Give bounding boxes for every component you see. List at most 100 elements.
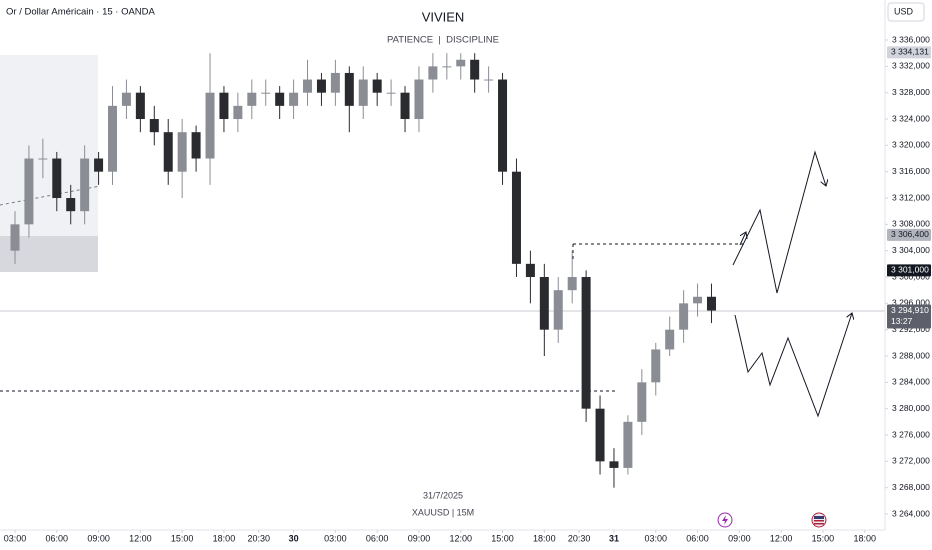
candle-body xyxy=(553,290,563,330)
event-icon xyxy=(722,515,728,525)
candle-body xyxy=(358,79,368,106)
x-tick-label: 15:00 xyxy=(171,533,194,543)
candle-body xyxy=(706,296,716,311)
x-tick-label: 20:30 xyxy=(568,533,591,543)
x-tick-label: 09:00 xyxy=(87,533,110,543)
x-tick-label: 06:00 xyxy=(686,533,709,543)
x-tick-label: 12:00 xyxy=(770,533,793,543)
candle-body xyxy=(121,92,131,106)
price-label: 3 294,910 xyxy=(891,305,929,315)
candle-body xyxy=(637,382,647,422)
candle-body xyxy=(205,92,215,159)
x-tick-label: 03:00 xyxy=(324,533,347,543)
x-tick-label: 18:00 xyxy=(853,533,876,543)
candle-body xyxy=(511,171,521,264)
currency[interactable]: USD xyxy=(894,6,914,16)
price-label-box xyxy=(887,264,931,277)
candle-body xyxy=(372,79,382,93)
price-label-box xyxy=(887,228,931,241)
x-tick-label: 15:00 xyxy=(491,533,514,543)
y-tick-label: 3 304,000 xyxy=(892,245,930,255)
candle-body xyxy=(609,461,619,468)
candle-body xyxy=(135,92,145,120)
x-tick-label: 31 xyxy=(609,533,619,543)
candle-body xyxy=(261,92,271,94)
y-tick-label: 3 324,000 xyxy=(892,113,930,123)
candle-body xyxy=(163,132,173,172)
y-tick-label: 3 280,000 xyxy=(892,403,930,413)
y-tick-label: 3 328,000 xyxy=(892,87,930,97)
x-tick-label: 18:00 xyxy=(213,533,236,543)
candle-body xyxy=(651,349,661,383)
candle-body xyxy=(247,92,257,106)
y-tick-label: 3 284,000 xyxy=(892,377,930,387)
y-tick-label: 3 264,000 xyxy=(892,508,930,518)
x-tick-label: 12:00 xyxy=(129,533,152,543)
candle-body xyxy=(219,92,229,120)
price-label: 3 334,131 xyxy=(891,47,929,57)
candle-body xyxy=(525,263,535,278)
y-tick-label: 3 332,000 xyxy=(892,61,930,71)
candle-body xyxy=(442,66,452,68)
price-label: 3 306,400 xyxy=(891,229,929,239)
candle-body xyxy=(498,79,508,172)
candle-body xyxy=(149,119,159,133)
x-tick-label: 03:00 xyxy=(644,533,667,543)
price-label-box xyxy=(887,304,931,329)
y-tick-label: 3 312,000 xyxy=(892,192,930,202)
candle-body xyxy=(233,105,243,120)
chart-title: VIVIEN xyxy=(422,9,465,24)
projection xyxy=(734,313,852,418)
y-tick-label: 3 268,000 xyxy=(892,482,930,492)
candle-body xyxy=(66,198,76,212)
candle-body xyxy=(581,277,591,409)
candle-body xyxy=(665,329,675,350)
candle-body xyxy=(693,296,703,304)
candle-body xyxy=(24,158,34,225)
candle-body xyxy=(330,72,340,93)
y-tick-label: 3 272,000 xyxy=(892,456,930,466)
y-tick-label: 3 308,000 xyxy=(892,219,930,229)
candle-body xyxy=(289,92,299,106)
candle-body xyxy=(456,59,466,67)
y-tick-label: 3 292,000 xyxy=(892,324,930,334)
projection xyxy=(739,232,746,246)
candle-body xyxy=(386,92,396,94)
candle-body xyxy=(344,72,354,106)
currency-button[interactable] xyxy=(887,2,925,22)
footer-date: 31/7/2025 xyxy=(423,490,463,500)
symbol-info: Or / Dollar Américain · 15 · OANDA xyxy=(6,7,156,18)
candle-body xyxy=(539,277,549,330)
x-tick-label: 15:00 xyxy=(812,533,835,543)
x-tick-label: 06:00 xyxy=(46,533,69,543)
candle-body xyxy=(623,421,633,468)
candle-body xyxy=(275,92,285,106)
x-tick-label: 06:00 xyxy=(366,533,389,543)
projection xyxy=(732,150,826,294)
x-tick-label: 09:00 xyxy=(728,533,751,543)
x-tick-label: 18:00 xyxy=(533,533,556,543)
y-tick-label: 3 336,000 xyxy=(892,34,930,44)
price-label: 3 301,000 xyxy=(891,265,929,275)
x-tick-label: 30 xyxy=(289,533,299,543)
candle-body xyxy=(414,79,424,120)
candle-body xyxy=(80,158,90,212)
y-tick-label: 3 296,000 xyxy=(892,298,930,308)
candle-body xyxy=(94,158,104,172)
candle-body xyxy=(10,224,20,251)
chart-subtitle: PATIENCE | DISCIPLINE xyxy=(387,35,499,46)
candle-body xyxy=(428,66,438,80)
footer-symbol: XAUUSD | 15M xyxy=(412,507,474,517)
candle-body xyxy=(595,408,605,462)
event-icon xyxy=(814,516,824,519)
event-icon xyxy=(814,523,824,525)
candle-body xyxy=(316,79,326,93)
event-icon xyxy=(814,520,824,522)
candle-body xyxy=(191,132,201,159)
candle-body xyxy=(470,59,480,80)
x-tick-label: 09:00 xyxy=(408,533,431,543)
candle-body xyxy=(52,158,62,199)
y-tick-label: 3 288,000 xyxy=(892,350,930,360)
